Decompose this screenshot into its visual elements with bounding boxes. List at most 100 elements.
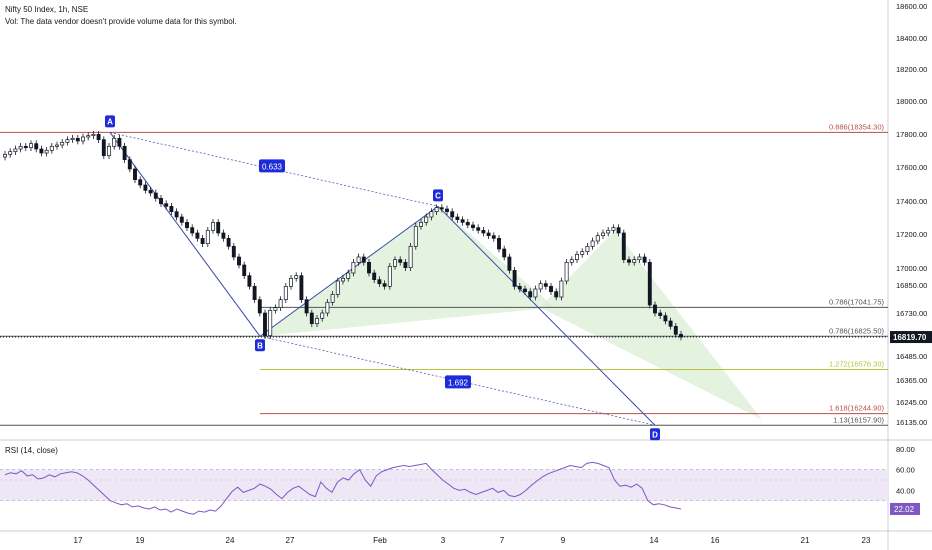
candle-body xyxy=(538,283,543,290)
pattern-point-b: B xyxy=(255,339,265,352)
pattern-fill-xbc xyxy=(260,206,555,337)
candle-body xyxy=(387,265,392,287)
pattern-ratio-badge xyxy=(445,375,471,389)
rsi-band xyxy=(0,469,888,501)
time-axis-tick: 14 xyxy=(650,536,659,545)
pattern-ratio-badge xyxy=(259,159,285,173)
candle-body xyxy=(393,259,397,267)
rsi-axis-tick: 40.00 xyxy=(896,486,915,495)
pattern-point-label: A xyxy=(107,117,113,126)
pattern-point-c: C xyxy=(433,189,443,202)
time-axis-tick: 17 xyxy=(74,536,83,545)
candle-body xyxy=(424,216,429,223)
candle-body xyxy=(512,269,517,287)
candle-body xyxy=(190,227,195,234)
candle-body xyxy=(434,207,439,213)
candle-body xyxy=(242,264,247,277)
price-axis-tick: 16730.00 xyxy=(896,309,927,318)
candle-body xyxy=(637,256,642,261)
candle-body xyxy=(465,221,470,226)
candle-body xyxy=(330,293,335,303)
rsi-axis-tick: 80.00 xyxy=(896,445,915,454)
candle-body xyxy=(101,139,106,157)
candle-body xyxy=(601,232,605,237)
candle-body xyxy=(294,275,299,279)
candle-body xyxy=(304,299,309,314)
rsi-value-badge xyxy=(890,502,920,515)
candle-body xyxy=(450,211,455,218)
candle-body xyxy=(507,256,512,271)
candle-body xyxy=(96,133,101,141)
rsi-axis-tick: 60.00 xyxy=(896,466,915,475)
time-axis-tick: 9 xyxy=(561,536,566,545)
price-axis-tick: 16365.00 xyxy=(896,376,927,385)
price-axis-tick: 18000.00 xyxy=(896,97,927,106)
candle-body xyxy=(200,237,205,245)
candle-body xyxy=(289,277,293,287)
candle-body xyxy=(211,221,215,231)
candle-body xyxy=(377,279,382,285)
candle-body xyxy=(112,137,117,147)
candle-body xyxy=(257,299,262,314)
candle-body xyxy=(8,151,13,155)
price-axis-tick: 17200.00 xyxy=(896,230,927,239)
candle-body xyxy=(439,207,444,210)
candle-body xyxy=(564,261,569,282)
candle-body xyxy=(44,149,49,154)
candle-body xyxy=(81,136,85,142)
candle-body xyxy=(679,333,683,338)
pattern-point-label: C xyxy=(435,191,441,200)
pattern-ratio-label: 1.692 xyxy=(448,378,469,387)
time-axis-tick: 7 xyxy=(500,536,505,545)
candle-body xyxy=(315,317,319,325)
price-axis-tick: 17000.00 xyxy=(896,264,927,273)
candle-body xyxy=(268,309,273,337)
candle-body xyxy=(627,259,631,263)
time-axis-tick: 23 xyxy=(862,536,871,545)
time-axis-tick: 19 xyxy=(136,536,145,545)
candle-body xyxy=(590,240,595,247)
candle-body xyxy=(611,227,616,231)
candle-body xyxy=(55,144,59,147)
pattern-leg-bc xyxy=(259,205,439,337)
candle-body xyxy=(554,291,559,298)
candle-body xyxy=(398,259,403,263)
time-axis-tick: Feb xyxy=(373,536,387,545)
last-price-badge xyxy=(890,331,932,344)
time-axis-tick: 27 xyxy=(286,536,295,545)
price-axis-tick: 16245.00 xyxy=(896,398,927,407)
fib-level-label: 1.618(16244.90) xyxy=(829,404,885,413)
pattern-fill-bcd xyxy=(540,230,762,420)
candle-body xyxy=(361,256,366,263)
candle-body xyxy=(320,312,325,319)
rsi-line xyxy=(4,461,682,515)
pattern-point-d: D xyxy=(650,428,660,441)
candle-body xyxy=(325,301,330,314)
candle-body xyxy=(367,261,371,274)
candle-body xyxy=(309,312,314,325)
rsi-title: RSI (14, close) xyxy=(5,446,58,455)
candle-body xyxy=(621,232,626,261)
candle-body xyxy=(580,251,585,255)
candle-body xyxy=(341,277,345,282)
candle-body xyxy=(221,232,226,239)
candle-body xyxy=(481,229,486,234)
pattern-point-badge xyxy=(255,339,265,352)
time-axis-tick: 24 xyxy=(226,536,235,545)
candle-body xyxy=(263,312,267,337)
pattern-leg-cd xyxy=(437,205,656,426)
candle-body xyxy=(647,261,652,306)
candle-body xyxy=(476,227,481,231)
rsi-value-label: 22.02 xyxy=(894,505,915,514)
fib-level-label: 0.786(17041.75) xyxy=(829,297,885,306)
candle-body xyxy=(174,211,179,218)
candle-body xyxy=(273,307,278,311)
candle-body xyxy=(127,159,132,170)
candle-body xyxy=(39,148,44,154)
candle-body xyxy=(148,189,153,194)
price-axis-tick: 18200.00 xyxy=(896,65,927,74)
candle-body xyxy=(653,304,657,314)
candle-body xyxy=(663,315,668,322)
